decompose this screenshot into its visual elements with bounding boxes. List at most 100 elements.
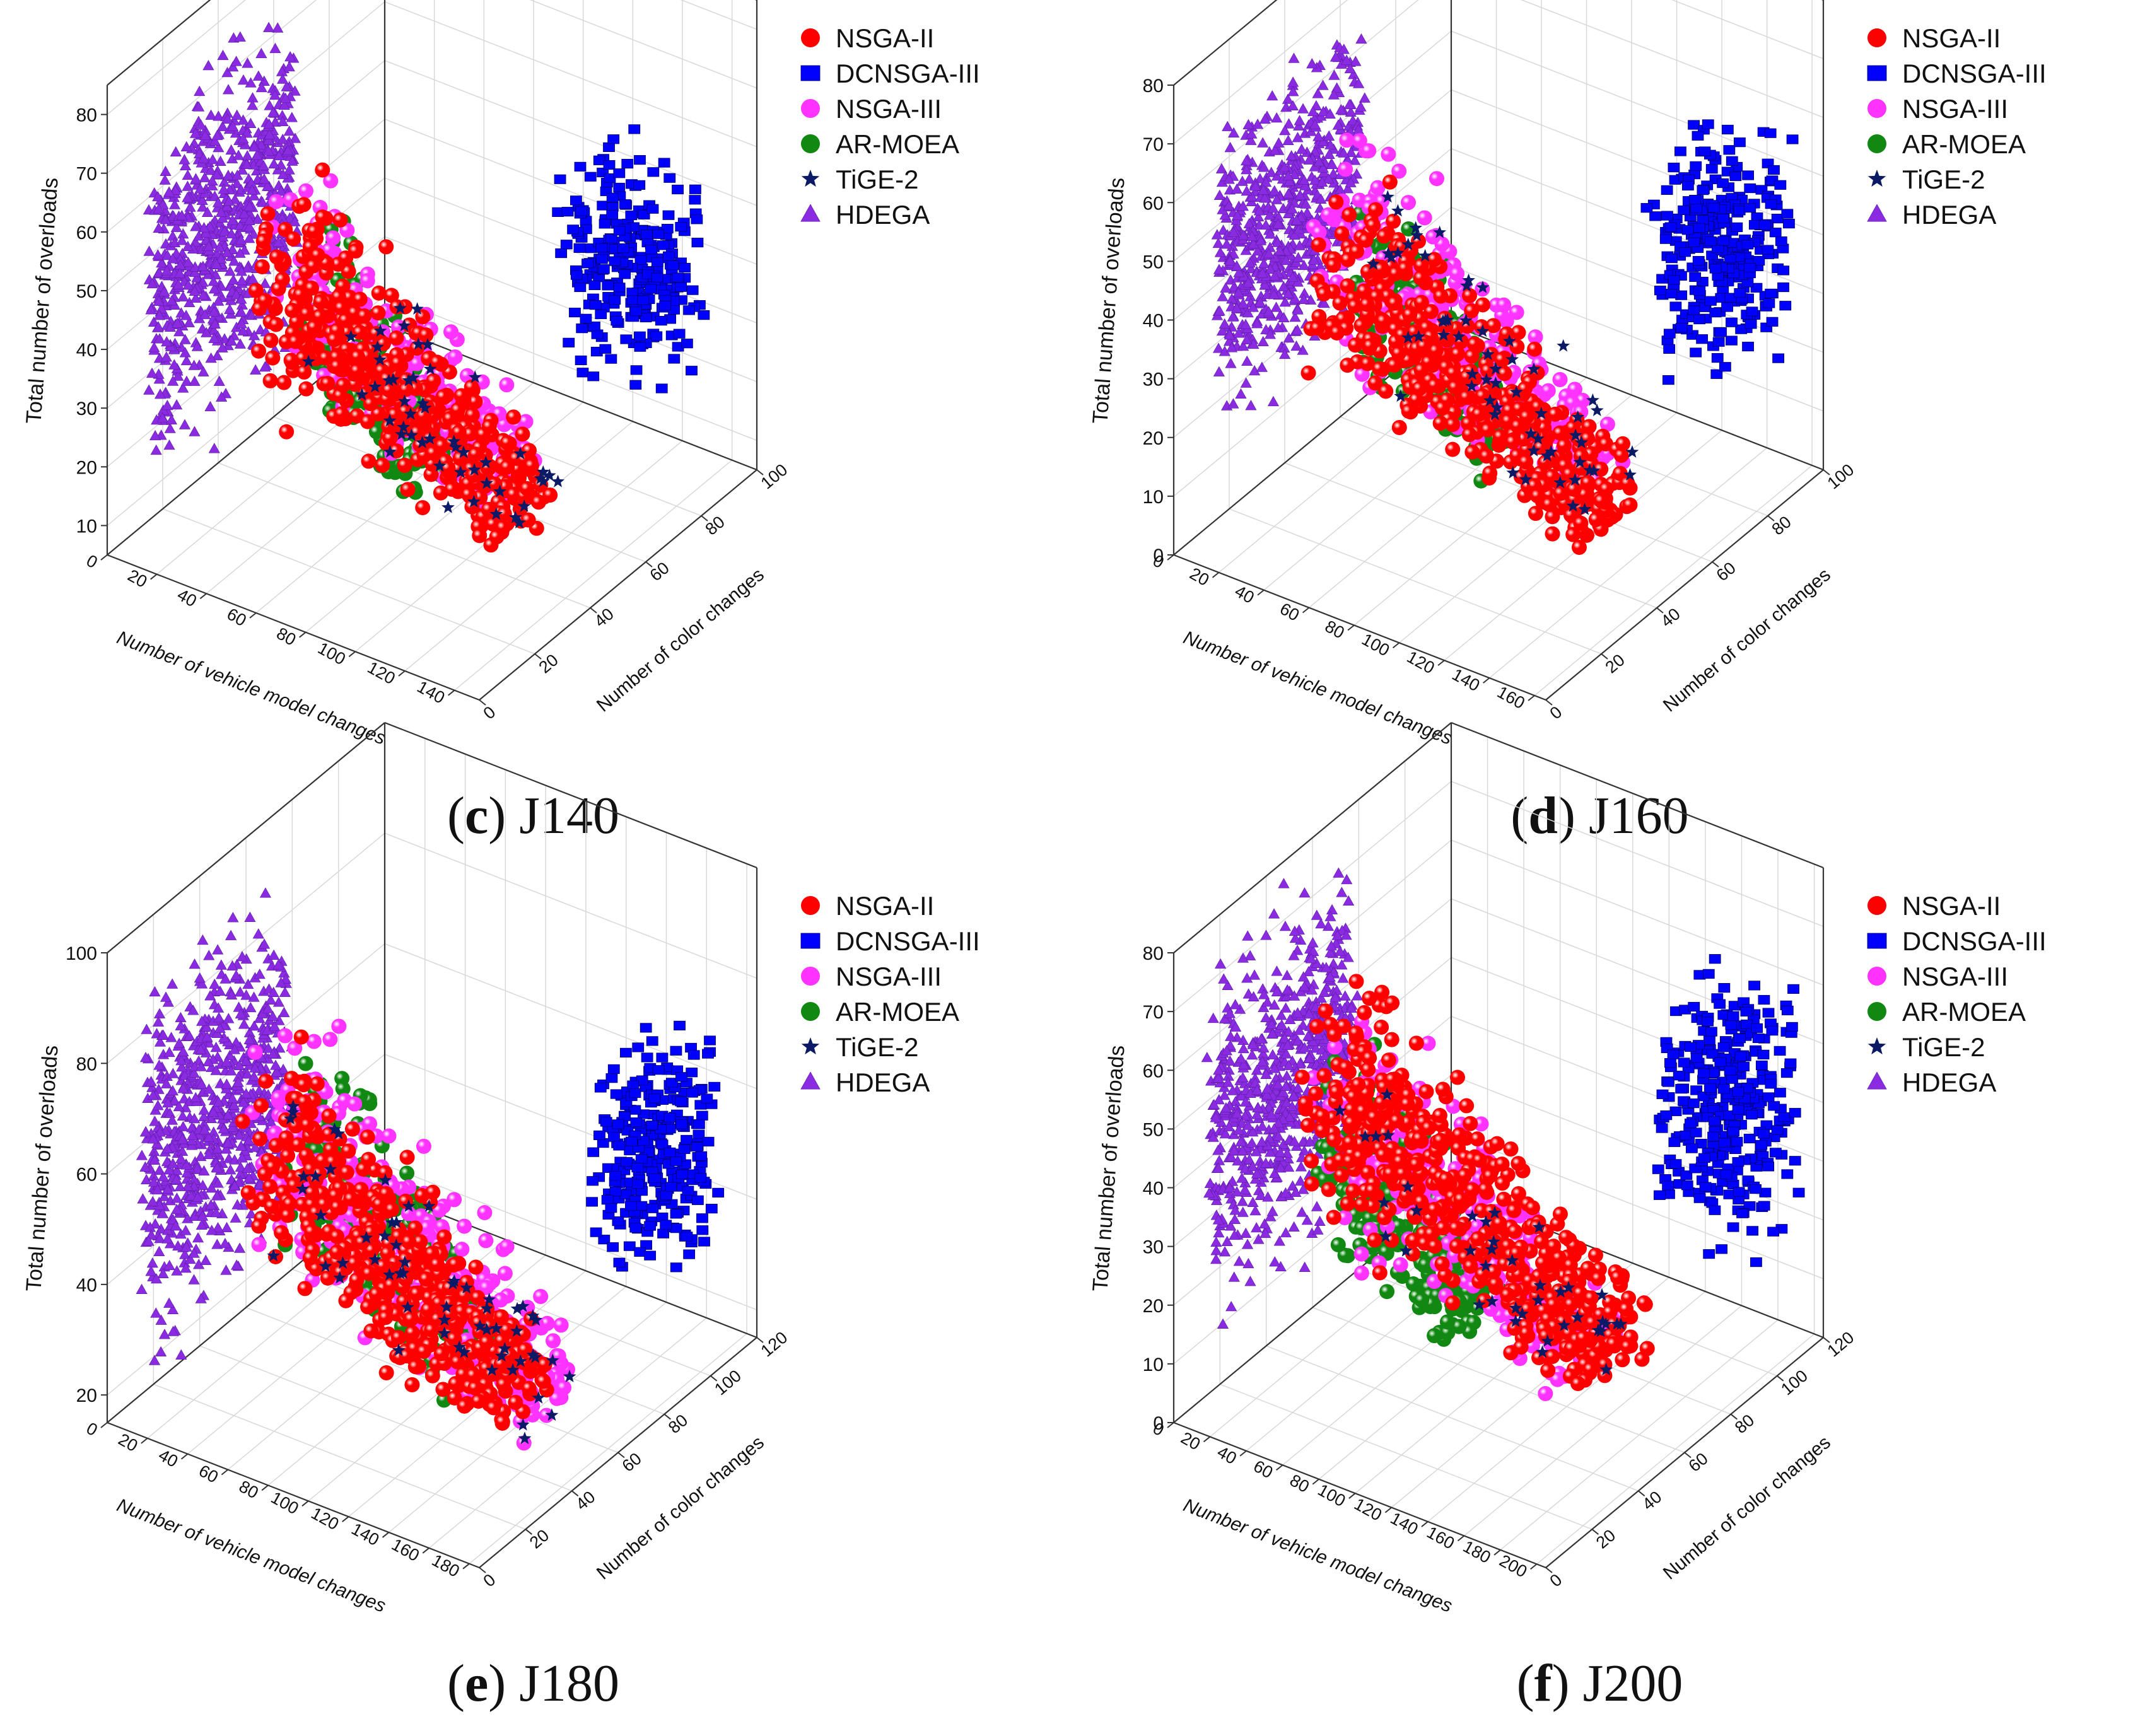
data-point (1289, 312, 1301, 322)
data-point (570, 195, 582, 206)
data-point (164, 1107, 176, 1118)
data-point (613, 182, 626, 193)
data-point (613, 226, 626, 236)
y-axis-title: Number of color changes (1659, 564, 1835, 716)
data-point (359, 273, 375, 289)
data-point (542, 469, 556, 481)
data-point (1688, 120, 1700, 130)
data-point (268, 194, 284, 209)
data-point (1298, 293, 1310, 305)
data-point (180, 375, 193, 386)
data-point (262, 1003, 274, 1013)
data-point (1259, 113, 1271, 124)
data-point (298, 183, 313, 199)
data-point (219, 1237, 231, 1249)
data-point (1245, 400, 1257, 411)
data-point (188, 1274, 200, 1285)
data-point (402, 373, 416, 387)
data-point (204, 990, 216, 1001)
data-point (298, 1056, 313, 1071)
x-tick-label: 140 (1449, 665, 1483, 695)
legend-label: TiGE-2 (1902, 165, 1985, 194)
data-point (233, 1001, 245, 1012)
data-point (231, 1259, 243, 1270)
data-point (613, 283, 626, 293)
data-point (1282, 93, 1294, 104)
data-point (218, 1122, 230, 1134)
data-point (667, 260, 679, 271)
x-axis-title: Number of vehicle model changes (114, 627, 389, 749)
data-point (441, 500, 455, 513)
data-point (1355, 101, 1367, 112)
data-point (1218, 318, 1230, 329)
data-point (1303, 154, 1315, 165)
data-point (1290, 340, 1302, 351)
grid-line (384, 60, 757, 206)
data-point (167, 1068, 179, 1078)
x-tick-label: 120 (365, 658, 399, 688)
data-point (1476, 281, 1490, 293)
grid-line (384, 943, 757, 1090)
data-point (1783, 218, 1795, 229)
data-point (237, 74, 250, 85)
data-point (190, 221, 202, 231)
data-point (1678, 205, 1690, 216)
data-point (246, 184, 258, 195)
data-point (1345, 106, 1357, 117)
data-point (1578, 502, 1592, 515)
data-point (1496, 297, 1512, 313)
data-point (1485, 318, 1501, 334)
data-point (1251, 318, 1263, 329)
data-point (1347, 115, 1359, 125)
data-point (399, 1165, 415, 1181)
data-point (167, 978, 178, 989)
data-point (1416, 338, 1432, 354)
data-point (1410, 228, 1423, 242)
data-point (1329, 51, 1341, 62)
data-point (609, 256, 621, 266)
data-point (195, 1150, 207, 1162)
data-point (1519, 472, 1533, 486)
data-point (1318, 105, 1329, 117)
grid-line (1229, 508, 1602, 655)
tick-mark (756, 469, 764, 475)
data-point (213, 1002, 225, 1013)
data-point (630, 306, 642, 317)
data-point (154, 1233, 166, 1244)
data-point (1599, 416, 1615, 432)
data-point (188, 359, 200, 370)
series-dcnsga-iii (1640, 119, 1799, 385)
legend-marker (801, 99, 820, 118)
data-point (149, 1116, 161, 1126)
data-point (198, 1165, 210, 1176)
data-point (1224, 329, 1236, 340)
data-point (167, 1303, 179, 1314)
data-point (1280, 254, 1292, 265)
data-point (1724, 253, 1736, 264)
data-point (220, 1264, 232, 1275)
data-point (1263, 248, 1275, 259)
data-point (269, 116, 281, 127)
data-point (185, 1190, 197, 1201)
data-point (1230, 260, 1243, 271)
data-point (160, 351, 172, 362)
data-point (149, 1154, 161, 1165)
data-point (663, 173, 676, 183)
data-point (211, 129, 223, 141)
data-point (236, 951, 248, 962)
data-point (189, 266, 201, 277)
data-point (1265, 166, 1277, 177)
data-point (1260, 219, 1272, 230)
x-tick-label: 0 (83, 551, 101, 573)
axis-edge (1173, 554, 1546, 701)
data-point (1372, 361, 1388, 376)
data-point (234, 1242, 246, 1253)
data-point (234, 247, 246, 258)
data-point (332, 212, 348, 228)
data-point (269, 249, 284, 265)
data-point (1253, 205, 1265, 216)
data-point (1786, 134, 1799, 144)
data-point (154, 1126, 166, 1137)
data-point (177, 1083, 189, 1093)
data-point (1350, 55, 1362, 66)
